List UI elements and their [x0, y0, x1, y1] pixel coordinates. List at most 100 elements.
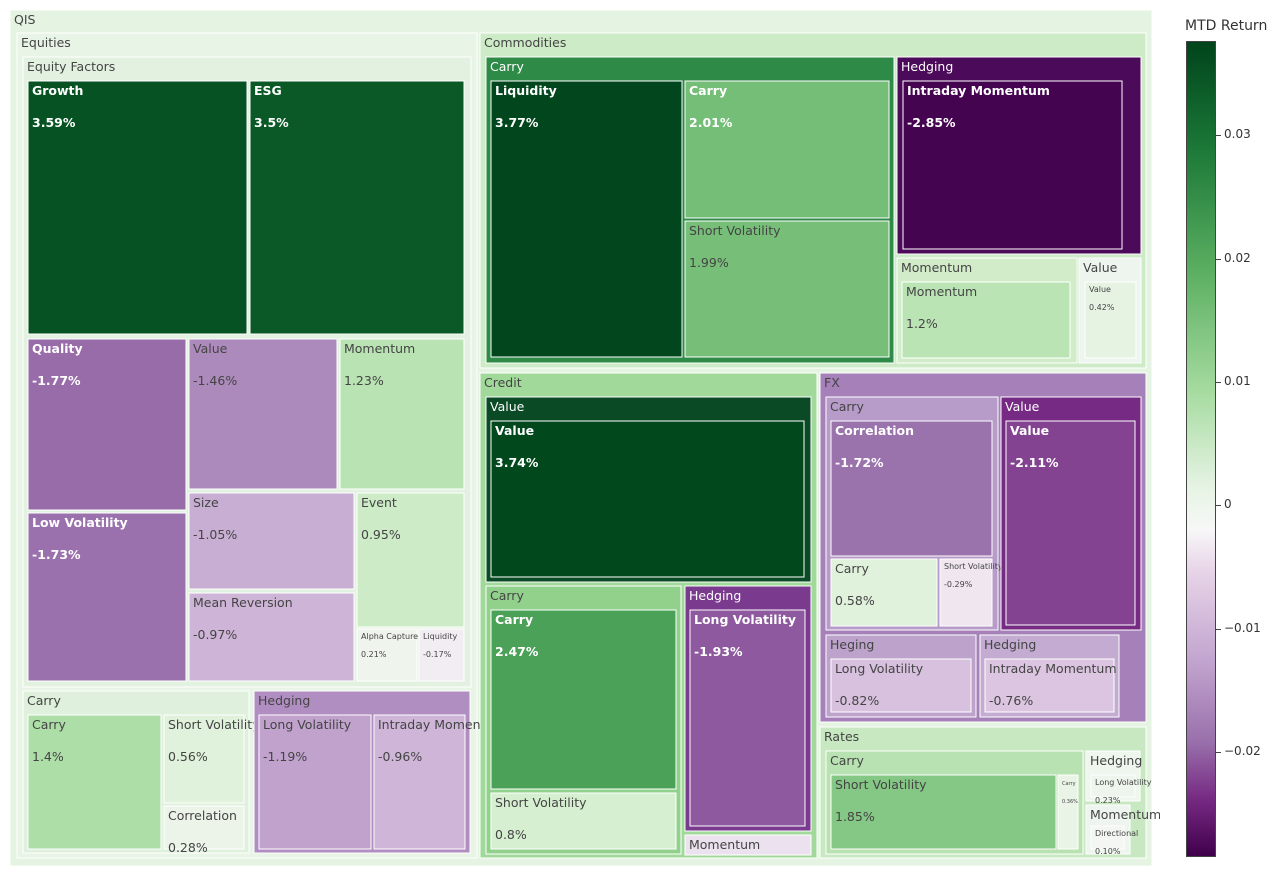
value-credit-value-value: 3.74%	[495, 455, 539, 470]
label-equities: Equities	[21, 35, 71, 50]
tile-fx-carry-carry[interactable]	[830, 558, 938, 627]
tile-equities-equity-factors-quality[interactable]	[27, 338, 187, 511]
tile-equities-hedging-intraday-momentum[interactable]	[373, 714, 466, 850]
label-equities-carry-carry: Carry	[32, 717, 66, 732]
value-fx-hedging-intraday-momentum: -0.76%	[989, 693, 1033, 708]
value-equities-equity-factors-size: -1.05%	[193, 527, 237, 542]
tile-credit-value-value[interactable]	[490, 420, 805, 578]
label-equities-equity-factors-growth: Growth	[32, 83, 83, 98]
tile-credit-carry-short-volatility[interactable]	[490, 792, 677, 850]
label-fx-hedging-intraday-momentum: Intraday Momentum	[989, 661, 1117, 676]
tile-fx-hedging-intraday-momentum[interactable]	[984, 658, 1115, 713]
label-commodities-carry-carry: Carry	[689, 83, 727, 98]
label-equities-equity-factors-esg: ESG	[254, 83, 282, 98]
tile-equities-equity-factors-liquidity[interactable]	[418, 628, 465, 682]
colorbar-tick-mark	[1216, 752, 1221, 753]
tile-commodities-hedging-intraday-momentum[interactable]	[902, 80, 1123, 250]
treemap-chart: QIS Equities Equity Factors Growth 3.59% ESG 3…	[9, 9, 1160, 867]
value-commodities-carry-carry: 2.01%	[689, 115, 733, 130]
tile-equities-equity-factors-mean-reversion[interactable]	[188, 592, 355, 682]
tile-equities-equity-factors-momentum[interactable]	[339, 338, 465, 490]
label-credit-hedging-long-volatility: Long Volatility	[694, 612, 796, 627]
tile-rates-carry-short-volatility[interactable]	[830, 774, 1057, 850]
label-credit: Credit	[484, 375, 522, 390]
tile-fx-carry-correlation[interactable]	[830, 420, 993, 557]
tile-equities-equity-factors-low-volatility[interactable]	[27, 512, 187, 682]
label-credit-value-value: Value	[495, 423, 534, 438]
tile-equities-equity-factors-event[interactable]	[356, 492, 465, 628]
label-commodities-hedging-intraday-momentum: Intraday Momentum	[907, 83, 1050, 98]
tile-commodities-carry-carry[interactable]	[684, 80, 890, 219]
value-equities-equity-factors-event: 0.95%	[361, 527, 401, 542]
tile-equities-carry-correlation[interactable]	[163, 805, 245, 850]
colorbar-tick-mark	[1216, 505, 1221, 506]
label-fx-value-value: Value	[1010, 423, 1049, 438]
value-equities-equity-factors-esg: 3.5%	[254, 115, 289, 130]
tile-credit-hedging-long-volatility[interactable]	[689, 609, 806, 827]
tile-credit-carry-carry[interactable]	[490, 609, 677, 790]
label-qis: QIS	[14, 12, 36, 27]
tile-fx-carry-short-volatility[interactable]	[939, 558, 993, 627]
label-fx-heging: Heging	[830, 637, 874, 652]
value-credit-hedging-long-volatility: -1.93%	[694, 644, 743, 659]
tile-commodities-value-value[interactable]	[1084, 281, 1137, 359]
value-commodities-hedging-intraday-momentum: -2.85%	[907, 115, 956, 130]
tile-rates-momentum-directional[interactable]	[1090, 825, 1125, 850]
value-credit-carry-short-volatility: 0.8%	[495, 827, 527, 842]
label-fx-carry-carry: Carry	[835, 561, 869, 576]
tile-fx-heging-long-volatility[interactable]	[830, 658, 972, 713]
label-equities-hedging-intraday-momentum: Intraday Momentum	[378, 717, 506, 732]
tile-equities-equity-factors-alpha-capture[interactable]	[356, 628, 418, 682]
label-credit-value: Value	[490, 399, 525, 414]
tile-rates-carry-carry[interactable]	[1057, 774, 1079, 850]
colorbar-tick-label: 0	[1224, 497, 1232, 511]
value-equities-carry-correlation: 0.28%	[168, 840, 208, 855]
value-equities-equity-factors-quality: -1.77%	[32, 373, 81, 388]
label-equities-equity-factors-low-volatility: Low Volatility	[32, 515, 128, 530]
label-fx-carry-correlation: Correlation	[835, 423, 914, 438]
tile-equities-carry-carry[interactable]	[27, 714, 162, 850]
label-equities-equity-factors: Equity Factors	[27, 59, 115, 74]
label-equities-hedging-long-volatility: Long Volatility	[263, 717, 352, 732]
label-equities-equity-factors-quality: Quality	[32, 341, 83, 356]
label-fx-hedging: Hedging	[984, 637, 1036, 652]
tile-equities-equity-factors-esg[interactable]	[249, 80, 465, 335]
tile-equities-hedging-long-volatility[interactable]	[258, 714, 372, 850]
value-rates-momentum-directional: 0.10%	[1095, 847, 1121, 856]
value-rates-carry-short-volatility: 1.85%	[835, 809, 875, 824]
label-fx: FX	[824, 375, 840, 390]
tile-commodities-carry-liquidity[interactable]	[490, 80, 683, 358]
tile-equities-equity-factors-growth[interactable]	[27, 80, 248, 335]
value-equities-hedging-intraday-momentum: -0.96%	[378, 749, 422, 764]
label-rates-carry-short-volatility: Short Volatility	[835, 777, 927, 792]
label-commodities-momentum-momentum: Momentum	[906, 284, 977, 299]
label-rates-hedging-long-volatility: Long Volatility	[1095, 778, 1152, 787]
colorbar-tick-mark	[1216, 259, 1221, 260]
value-equities-equity-factors-value: -1.46%	[193, 373, 237, 388]
tile-commodities-momentum-momentum[interactable]	[901, 281, 1071, 359]
label-equities-equity-factors-event: Event	[361, 495, 397, 510]
label-commodities-value-value: Value	[1089, 285, 1111, 294]
colorbar-tick-label: 0.01	[1224, 374, 1251, 388]
tile-equities-equity-factors-value[interactable]	[188, 338, 338, 490]
label-commodities-value: Value	[1083, 260, 1118, 275]
tile-equities-carry-short-volatility[interactable]	[163, 714, 245, 804]
tile-rates-hedging-long-volatility[interactable]	[1090, 774, 1136, 798]
label-rates-hedging: Hedging	[1090, 753, 1142, 768]
value-commodities-carry-liquidity: 3.77%	[495, 115, 539, 130]
tile-credit-momentum[interactable]	[684, 834, 812, 856]
tile-commodities-carry-short-volatility[interactable]	[684, 220, 890, 358]
value-commodities-momentum-momentum: 1.2%	[906, 316, 938, 331]
value-credit-carry-carry: 2.47%	[495, 644, 539, 659]
colorbar-tick-mark	[1216, 135, 1221, 136]
value-fx-carry-correlation: -1.72%	[835, 455, 884, 470]
value-fx-carry-short-volatility: -0.29%	[944, 580, 973, 589]
tile-fx-value-value[interactable]	[1005, 420, 1136, 626]
tile-equities-equity-factors-size[interactable]	[188, 492, 355, 590]
label-rates-carry-carry: Carry	[1062, 781, 1076, 787]
label-equities-carry: Carry	[27, 693, 61, 708]
label-commodities-carry: Carry	[490, 59, 524, 74]
label-rates: Rates	[824, 729, 859, 744]
value-commodities-carry-short-volatility: 1.99%	[689, 255, 729, 270]
value-rates-hedging-long-volatility: 0.23%	[1095, 796, 1121, 805]
